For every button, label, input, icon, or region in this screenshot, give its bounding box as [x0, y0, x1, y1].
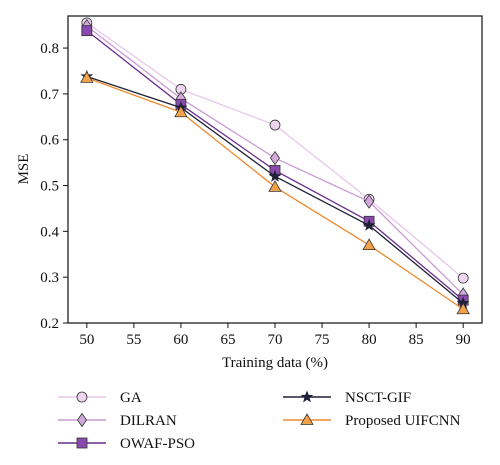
legend-marker: [300, 390, 314, 403]
y-tick-label: 0.4: [40, 224, 59, 240]
data-point: [362, 238, 376, 251]
legend-item: Proposed UIFCNN: [283, 413, 461, 429]
x-axis-label: Training data (%): [222, 355, 328, 371]
data-point: [270, 150, 280, 166]
series-ga: [81, 17, 469, 284]
x-tick-label: 80: [362, 332, 377, 348]
data-point: [456, 302, 470, 315]
x-tick-label: 85: [409, 332, 424, 348]
legend-marker: [76, 391, 88, 403]
y-tick-label: 0.2: [40, 316, 59, 332]
y-tick-label: 0.5: [40, 179, 59, 195]
legend-label: NSCT-GIF: [345, 390, 411, 406]
legend-label: GA: [120, 390, 142, 406]
legend-marker: [77, 412, 87, 428]
data-point: [268, 180, 282, 192]
y-tick-label: 0.8: [40, 41, 59, 57]
legend-item: OWAF-PSO: [58, 436, 195, 452]
legend-label: Proposed UIFCNN: [345, 413, 461, 429]
data-point: [362, 218, 376, 231]
y-axis: 0.2 0.3 0.4 0.5 0.6 0.7 0.8: [40, 41, 68, 332]
legend-item: DILRAN: [58, 412, 177, 429]
x-tick-label: 55: [126, 332, 141, 348]
x-tick-label: 70: [268, 332, 283, 348]
x-tick-label: 75: [315, 332, 330, 348]
data-point: [457, 272, 469, 284]
legend-item: NSCT-GIF: [283, 390, 411, 406]
data-point: [80, 71, 94, 83]
legend-label: OWAF-PSO: [120, 436, 195, 452]
x-tick-label: 90: [456, 332, 471, 348]
data-point: [81, 25, 93, 37]
data-point: [364, 194, 375, 209]
x-tick-label: 60: [173, 332, 188, 348]
y-axis-label: MSE: [16, 154, 32, 185]
y-tick-label: 0.6: [40, 133, 59, 149]
series-line: [86, 77, 464, 310]
series-layer: [80, 17, 470, 315]
legend: GA DILRAN OWAF-PSO NSCT-GIF Proposed UIFCNN: [58, 390, 461, 452]
y-tick-label: 0.3: [40, 270, 59, 286]
series-line: [86, 22, 464, 279]
data-point: [268, 169, 282, 182]
y-tick-label: 0.7: [40, 87, 59, 103]
series-proposed-uifcnn: [80, 71, 470, 315]
data-point: [174, 105, 188, 118]
data-point: [269, 119, 281, 131]
x-tick-label: 65: [220, 332, 235, 348]
legend-item: GA: [58, 390, 142, 406]
legend-marker: [76, 437, 88, 449]
x-axis: 50 55 60 65 70 75 80 85 90: [79, 323, 471, 348]
x-tick-label: 50: [79, 332, 94, 348]
legend-marker: [300, 413, 314, 425]
legend-label: DILRAN: [120, 413, 177, 429]
